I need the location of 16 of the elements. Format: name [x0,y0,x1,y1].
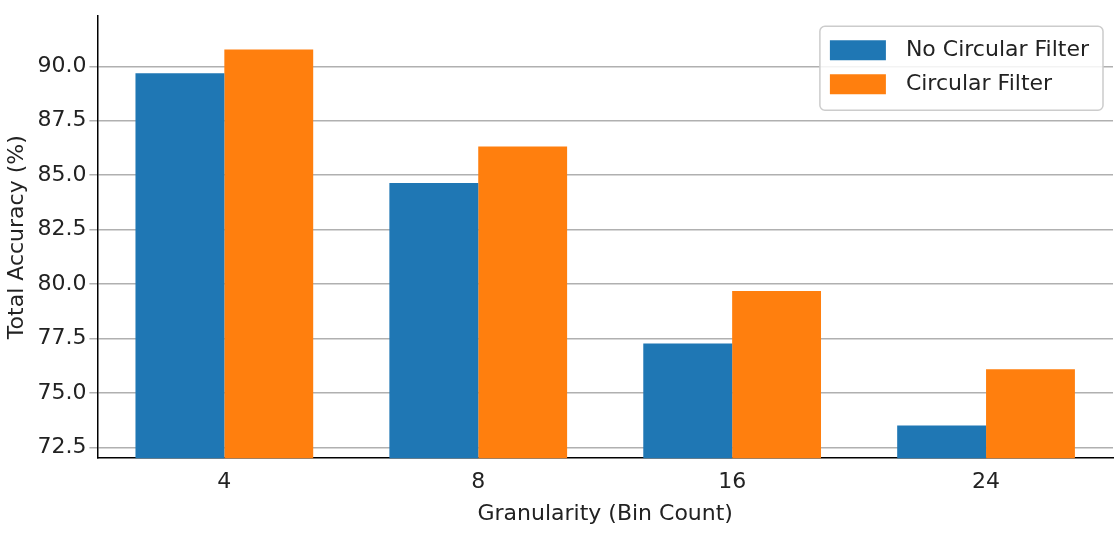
legend-label: No Circular Filter [905,35,1090,61]
y-tick-label: 80.0 [37,269,87,295]
y-tick-label: 85.0 [37,160,87,186]
y-tick-label: 90.0 [37,52,87,77]
y-axis-title: Total Accuracy (%) [2,135,28,341]
x-tick-label: 4 [217,468,232,494]
y-tick-label: 72.5 [37,433,87,459]
x-tick-label: 8 [471,468,486,494]
y-tick-label: 82.5 [37,215,87,241]
x-tick-label: 24 [972,468,1001,494]
legend-label: Circular Filter [905,69,1054,95]
x-axis-title: Granularity (Bin Count) [477,499,733,525]
y-tick-label: 75.0 [37,378,87,404]
x-tick-label: 16 [718,468,747,494]
y-tick-label: 87.5 [37,106,87,132]
y-tick-label: 77.5 [37,324,87,350]
